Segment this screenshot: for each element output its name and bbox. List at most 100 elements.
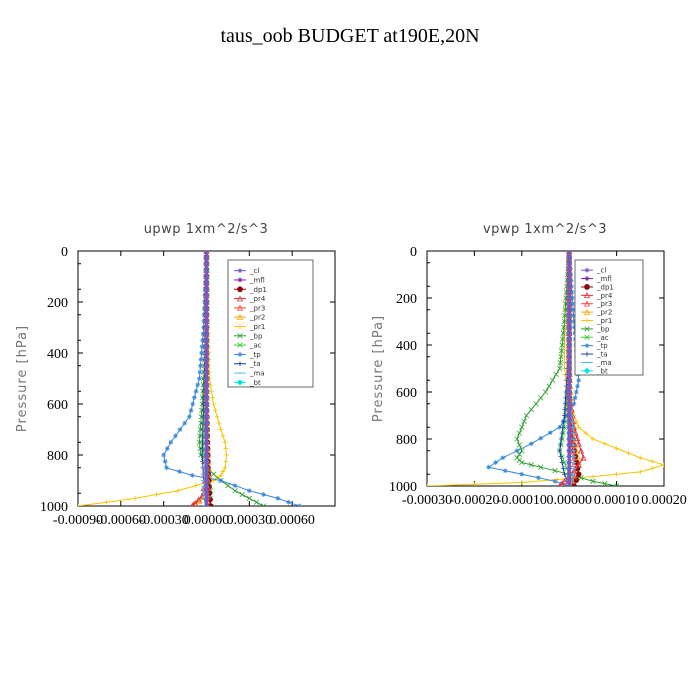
data-point-cl xyxy=(566,342,572,348)
data-point-bp xyxy=(546,383,552,389)
vpwp-panel: vpwp 1xm^2/s^3 Pressure [hPa] 0 200 400 600 80… xyxy=(371,222,687,508)
data-point-tp xyxy=(162,458,168,464)
data-point-cl xyxy=(204,478,209,483)
data-point-pr1 xyxy=(649,465,655,471)
data-point-pr4 xyxy=(561,478,568,485)
data-point-ta xyxy=(558,454,564,460)
data-point-tp xyxy=(493,460,499,465)
data-point-tp xyxy=(275,495,281,501)
data-point-ac xyxy=(237,342,243,348)
data-point-bp xyxy=(514,436,520,442)
data-point-cl xyxy=(204,388,209,394)
data-point-bp xyxy=(602,480,608,486)
y-tick-label: 400 xyxy=(47,347,68,362)
y-tick-label: 0 xyxy=(410,245,417,260)
data-point-cl xyxy=(204,382,209,388)
y-axis-label: Pressure [hPa] xyxy=(15,325,30,432)
data-point-cl xyxy=(584,267,590,273)
data-point-tp xyxy=(571,401,577,407)
panel-title: vpwp 1xm^2/s^3 xyxy=(483,222,607,237)
data-point-tp xyxy=(572,324,577,330)
data-point-pr1 xyxy=(214,414,220,420)
data-point-tp xyxy=(188,407,194,413)
data-point-tp xyxy=(190,401,196,407)
data-point-pr1 xyxy=(222,439,228,445)
legend-label-tp: _tp xyxy=(249,351,261,359)
data-point-cl xyxy=(566,330,572,336)
y-tick-label: 400 xyxy=(396,339,417,354)
plot-area xyxy=(78,251,302,506)
data-point-tp xyxy=(514,448,520,454)
data-point-pr1 xyxy=(220,433,226,439)
legend-label-cl: _cl xyxy=(596,267,606,275)
data-point-cl xyxy=(566,307,572,313)
data-point-pr1 xyxy=(237,324,243,329)
data-point-pr1 xyxy=(132,495,138,501)
data-point-cl xyxy=(204,254,209,260)
data-point-pr3 xyxy=(583,300,591,307)
x-tick-label: -0.00010 xyxy=(497,493,547,508)
data-point-cl xyxy=(204,497,209,503)
data-point-pr1 xyxy=(224,452,229,458)
data-point-cl xyxy=(204,446,209,452)
legend-label-ac: _ac xyxy=(249,342,262,350)
legend-label-dp1: _dp1 xyxy=(249,286,267,294)
data-point-bp xyxy=(196,439,203,445)
data-point-cl xyxy=(204,280,209,286)
data-point-cl xyxy=(204,401,209,407)
data-point-pr1 xyxy=(661,462,664,468)
data-point-pr1 xyxy=(519,480,525,485)
x-tick-label: 0.00000 xyxy=(184,513,230,528)
data-point-tp xyxy=(237,352,243,357)
data-point-bp xyxy=(549,377,556,383)
data-point-bp xyxy=(542,389,549,395)
legend-label-ta: _ta xyxy=(249,360,261,368)
data-point-cl xyxy=(566,471,572,477)
y-tick-label: 800 xyxy=(47,449,68,464)
data-point-pr1 xyxy=(211,401,217,407)
data-point-cl xyxy=(204,318,209,324)
data-point-bp xyxy=(239,491,245,498)
data-point-pr1 xyxy=(590,436,596,442)
data-point-tp xyxy=(173,433,178,439)
data-point-pr1 xyxy=(614,446,619,451)
y-axis-label: Pressure [hPa] xyxy=(371,315,386,422)
data-point-tp xyxy=(176,469,182,474)
data-point-pr1 xyxy=(213,407,218,413)
data-point-pr1 xyxy=(562,348,567,354)
data-point-tp xyxy=(519,471,525,477)
data-point-tp xyxy=(573,389,579,395)
data-point-bp xyxy=(538,464,544,470)
data-point-tp xyxy=(286,499,291,505)
data-point-tp xyxy=(569,295,575,301)
data-point-pr1 xyxy=(602,441,608,447)
data-point-cl xyxy=(566,442,572,448)
legend-label-cl: _cl xyxy=(249,267,259,275)
data-point-cl xyxy=(566,336,572,342)
data-point-pr1 xyxy=(472,481,477,486)
legend-label-ma: _ma xyxy=(249,370,265,378)
data-point-bp xyxy=(232,488,238,494)
data-point-cl xyxy=(204,293,209,299)
data-point-cl xyxy=(566,389,572,395)
data-point-pr4 xyxy=(575,440,582,447)
data-point-bp xyxy=(561,324,567,331)
data-point-tp xyxy=(261,492,267,497)
data-point-pr1 xyxy=(590,474,596,479)
data-point-pr1 xyxy=(78,503,81,506)
data-point-cl xyxy=(566,313,572,319)
data-point-dp1 xyxy=(584,284,590,290)
data-point-ta xyxy=(561,418,567,424)
y-tick-label: 800 xyxy=(396,433,417,448)
data-point-cl xyxy=(566,465,572,471)
data-point-bp xyxy=(528,406,534,413)
data-point-cl xyxy=(566,430,572,436)
data-point-cl xyxy=(237,268,243,274)
data-point-cl xyxy=(204,369,209,375)
data-point-tp xyxy=(161,452,167,458)
data-point-pr4 xyxy=(236,295,244,302)
data-point-tp xyxy=(557,424,563,430)
data-point-cl xyxy=(566,295,572,301)
data-point-tp xyxy=(232,483,238,488)
